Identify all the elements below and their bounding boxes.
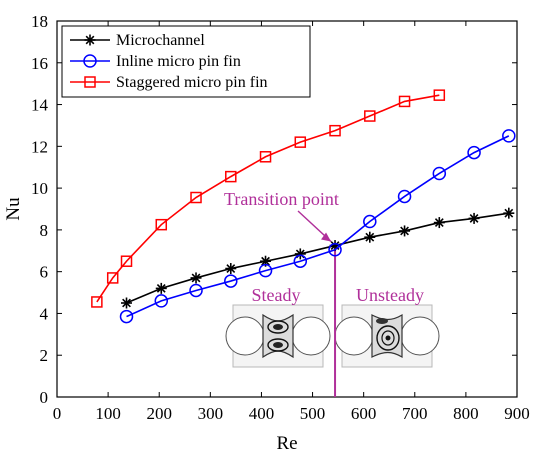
data-point — [503, 207, 515, 219]
series-line — [126, 212, 509, 304]
x-tick-label: 600 — [351, 404, 377, 423]
data-point — [119, 309, 134, 324]
data-point — [399, 225, 411, 237]
data-point — [155, 218, 168, 231]
flow-insets — [225, 304, 440, 368]
data-point — [258, 263, 273, 278]
y-tick-label: 0 — [40, 388, 49, 407]
series-line — [96, 94, 440, 303]
y-tick-label: 4 — [40, 304, 49, 323]
data-point — [155, 282, 167, 294]
series — [91, 89, 516, 324]
y-tick-label: 8 — [40, 221, 49, 240]
legend-label: Inline micro pin fin — [116, 53, 241, 70]
x-tick-label: 300 — [198, 404, 224, 423]
x-axis-label: Re — [276, 433, 297, 454]
transition-arrowhead — [321, 232, 332, 242]
transition-label: Transition point — [224, 189, 339, 209]
x-tick-label: 800 — [453, 404, 479, 423]
x-tick-label: 200 — [146, 404, 172, 423]
y-tick-label: 6 — [40, 263, 49, 282]
data-point — [364, 231, 376, 243]
series-line — [126, 135, 510, 318]
steady-flow-inset — [225, 304, 331, 368]
data-point — [225, 170, 237, 183]
x-tick-label: 100 — [95, 404, 121, 423]
data-point — [293, 254, 308, 268]
annotations: Transition point Steady Unsteady — [224, 189, 424, 397]
y-tick-label: 16 — [31, 54, 48, 73]
x-tick-label: 400 — [249, 404, 275, 423]
series-1 — [121, 207, 515, 309]
data-point — [364, 110, 376, 122]
y-axis-label: Nu — [3, 197, 24, 221]
y-tick-label: 2 — [40, 346, 49, 365]
y-tick-label: 18 — [31, 12, 48, 31]
data-point — [294, 136, 307, 148]
data-point — [83, 54, 97, 68]
x-tick-label: 500 — [300, 404, 326, 423]
data-point — [84, 34, 96, 46]
legend-label: Microchannel — [116, 32, 205, 49]
legend: Microchannel Inline micro pin fin Staggere… — [61, 25, 311, 98]
data-point — [432, 166, 447, 181]
x-tick-label: 900 — [504, 404, 530, 423]
data-point — [224, 274, 238, 288]
data-point — [502, 129, 516, 143]
data-point — [433, 89, 446, 101]
data-point — [154, 294, 169, 308]
plot-frame — [56, 20, 518, 398]
data-point — [189, 283, 203, 298]
data-point — [329, 124, 341, 137]
data-point — [433, 217, 445, 229]
series-2 — [119, 129, 516, 324]
y-tick-label: 10 — [31, 179, 48, 198]
x-tick-label: 700 — [402, 404, 428, 423]
data-point — [120, 255, 133, 267]
y-tick-label: 12 — [31, 137, 48, 156]
data-point — [468, 212, 480, 224]
legend-item: Staggered micro pin fin — [70, 74, 268, 91]
data-point — [91, 296, 103, 308]
data-point — [467, 145, 481, 160]
unsteady-label: Unsteady — [356, 285, 424, 305]
data-point — [363, 214, 377, 229]
series-3 — [91, 89, 446, 308]
y-tick-label: 14 — [31, 96, 49, 115]
data-point — [121, 297, 133, 309]
axes: 0 100 200 300 400 500 600 700 800 900 0 2 4 6 8 10 12 14 1… — [3, 12, 530, 454]
data-point — [190, 191, 202, 204]
data-point — [398, 95, 411, 108]
data-point — [328, 242, 342, 257]
data-point — [294, 248, 306, 260]
legend-item: Microchannel — [70, 32, 205, 49]
data-point — [259, 151, 272, 163]
data-point — [106, 272, 119, 284]
legend-label: Staggered micro pin fin — [116, 74, 268, 91]
legend-item: Inline micro pin fin — [70, 53, 241, 70]
x-tick-label: 0 — [53, 404, 62, 423]
unsteady-flow-inset — [334, 304, 440, 368]
data-point — [190, 272, 202, 284]
data-point — [84, 76, 96, 88]
steady-label: Steady — [252, 285, 301, 305]
data-point — [397, 189, 412, 204]
data-point — [225, 263, 237, 275]
